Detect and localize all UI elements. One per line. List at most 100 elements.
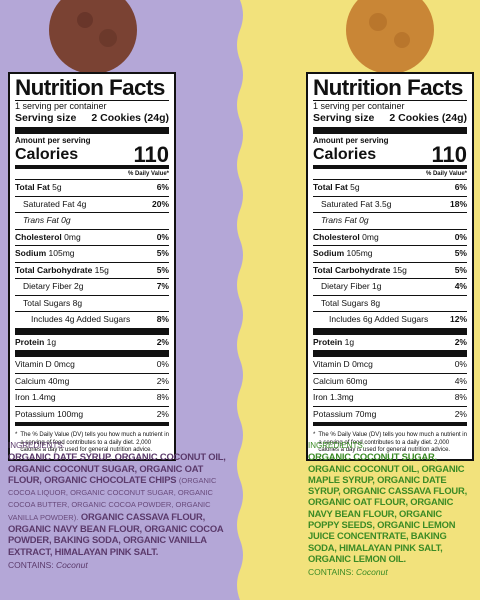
nutrient-name: Saturated Fat	[23, 198, 75, 209]
nutrient-amount: 15g	[94, 264, 109, 275]
vitamin-amount: 0mcg	[54, 359, 75, 369]
nutrient: Dietary Fiber 1g	[313, 279, 382, 295]
nutrient-amount: 2g	[74, 281, 84, 291]
nutrient-name: Total Sugars	[321, 297, 369, 308]
calories-label: Calories	[15, 146, 79, 163]
nutrient: Total Sugars 8g	[15, 296, 82, 312]
nutrient: Saturated Fat 4g	[15, 197, 86, 213]
nutrient-dv: 0%	[156, 231, 169, 242]
vitamin-row: Vitamin D 0mcg 0%	[313, 357, 467, 374]
nutrient-amount: 1g	[46, 336, 57, 347]
vitamin-dv: 4%	[454, 375, 467, 386]
nutrient-amount: 1g	[344, 336, 355, 347]
vitamin-amount: 100mg	[57, 408, 84, 419]
nutrient-dv: 5%	[454, 264, 467, 275]
servings: 1 serving per container	[313, 101, 405, 111]
nutrient-row: Trans Fat 0g	[313, 213, 467, 230]
nutrient-name: Saturated Fat	[321, 198, 373, 209]
vitamin-dv: 2%	[156, 375, 169, 386]
nutrient-amount: 8g	[370, 297, 381, 308]
nutrient-name: Protein	[313, 336, 343, 347]
nutrient-name: Total Carbohydrate	[313, 264, 391, 275]
nutrient-name: Dietary Fiber	[23, 281, 72, 291]
vitamin: Calcium 60mg	[313, 374, 367, 390]
nutrient-amount: 5g	[52, 182, 62, 192]
calories: Calories 110	[15, 144, 169, 169]
contains-label: CONTAINS:	[308, 567, 354, 578]
vitamin-dv: 8%	[156, 392, 169, 402]
calories-label: Calories	[313, 146, 377, 163]
cookie-texture	[369, 13, 387, 31]
nutrient-amount: 0g	[61, 215, 71, 225]
nutrient: Cholesterol 0mg	[15, 230, 81, 246]
nutrient-dv: 12%	[449, 314, 467, 324]
nutrient-dv: 5%	[454, 248, 467, 258]
serving-size-value: 2 Cookies (24g)	[91, 112, 169, 124]
nutrition-label: Nutrition Facts 1 serving per container Se…	[8, 72, 176, 461]
nutrient-amount: 3.5g	[374, 198, 392, 209]
vitamin: Potassium 100mg	[15, 407, 83, 423]
contains: CONTAINS: Coconut	[8, 560, 233, 571]
nutrient: Trans Fat 0g	[15, 213, 71, 229]
nutrient-amount: 5g	[350, 182, 360, 192]
nutrient-dv: 7%	[156, 281, 169, 291]
nutrient: Total Carbohydrate 15g	[313, 263, 407, 279]
nutrient-name: Total Sugars	[23, 297, 71, 308]
nutrient: Includes 4g Added Sugars	[15, 312, 130, 328]
vitamin-amount: 1.4mg	[32, 392, 56, 402]
serving-size-label: Serving size	[313, 112, 375, 124]
nutrient: Total Fat 5g	[15, 180, 62, 196]
vitamin-amount: 1.3mg	[330, 392, 354, 402]
nutrient-name: Cholesterol	[15, 231, 62, 242]
nutrient-dv: 5%	[156, 264, 169, 275]
ingredients-part: (ORGANIC COCOA LIQUOR, ORGANIC COCONUT S…	[8, 475, 217, 522]
nutrient-row: Saturated Fat 3.5g 18%	[313, 197, 467, 213]
nutrient: Protein 1g	[15, 335, 56, 351]
nutrient-row: Dietary Fiber 2g 7%	[15, 279, 169, 296]
vitamin-name: Iron	[313, 392, 328, 402]
calories: Calories 110	[313, 144, 467, 169]
vitamin: Iron 1.3mg	[313, 390, 354, 406]
cookie-texture	[394, 32, 410, 48]
vitamin: Vitamin D 0mcg	[313, 357, 373, 373]
nutrient: Protein 1g	[313, 335, 354, 351]
golden-cookie	[346, 0, 434, 74]
vitamin-row: Potassium 100mg 2%	[15, 407, 169, 426]
vitamin-amount: 0mcg	[352, 359, 373, 369]
nutrient: Total Carbohydrate 15g	[15, 263, 109, 279]
footnote-text: The % Daily Value (DV) tells you how muc…	[20, 432, 169, 453]
nutrient-name: Total Fat	[15, 182, 50, 192]
nutrient-name: Trans Fat	[321, 215, 357, 225]
nutrient-row: Total Sugars 8g	[15, 296, 169, 312]
vitamin-dv: 8%	[454, 392, 467, 402]
nutrient-dv: 8%	[156, 314, 169, 324]
vitamin-name: Calcium	[313, 375, 344, 386]
nutrient: Trans Fat 0g	[313, 213, 369, 229]
nutrient-amount: 0mg	[362, 231, 379, 242]
nutrient: Total Sugars 8g	[313, 296, 380, 312]
nutrient-row: Includes 4g Added Sugars 8%	[15, 312, 169, 335]
vitamin-name: Vitamin D	[15, 359, 52, 369]
cookie-texture	[77, 12, 93, 28]
nutrient-dv: 4%	[454, 281, 467, 291]
servings: 1 serving per container	[15, 101, 107, 111]
nutrient-name: Dietary Fiber	[321, 281, 370, 291]
vitamin-row: Calcium 60mg 4%	[313, 374, 467, 390]
vitamin-name: Calcium	[15, 375, 46, 386]
nutrient-amount: 0g	[359, 215, 369, 225]
nutrient-dv: 18%	[449, 198, 467, 209]
nutrient-dv: 5%	[156, 248, 169, 258]
amount-per-serving: Amount per serving	[15, 136, 91, 145]
nutrient-row: Total Carbohydrate 15g 5%	[313, 263, 467, 279]
nutrient: Dietary Fiber 2g	[15, 279, 84, 295]
vitamin-amount: 70mg	[355, 408, 377, 419]
footnote-mark: *	[15, 432, 18, 438]
nutrient-name: Protein	[15, 336, 45, 347]
nutrition-label: Nutrition Facts 1 serving per container Se…	[306, 72, 474, 461]
ingredients-heading: INGREDIENTS:	[8, 441, 65, 450]
nutrient-dv: 6%	[454, 182, 467, 192]
nutrient-row: Saturated Fat 4g 20%	[15, 197, 169, 213]
nutrient-row: Total Sugars 8g	[313, 296, 467, 312]
vitamin-row: Calcium 40mg 2%	[15, 374, 169, 390]
